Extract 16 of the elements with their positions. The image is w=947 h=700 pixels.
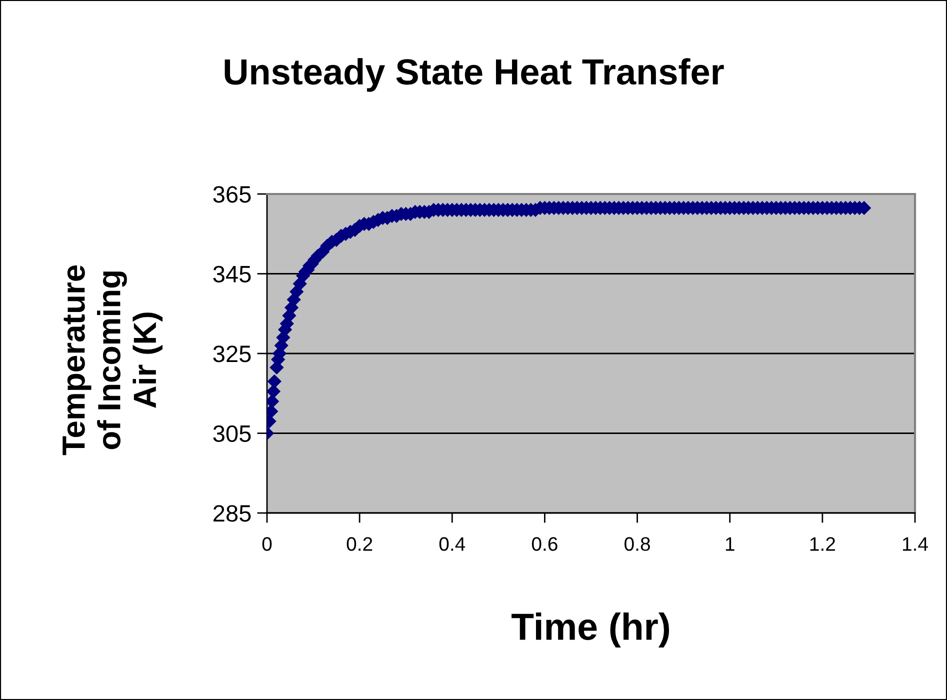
y-axis-title: Temperature of Incoming Air (K) — [62, 265, 163, 456]
x-tick-label: 1 — [726, 537, 734, 551]
x-tick-label: 1.2 — [810, 537, 835, 551]
chart-title: Unsteady State Heat Transfer — [224, 58, 724, 92]
y-tick-label: 365 — [213, 186, 251, 203]
y-tick-label: 345 — [213, 266, 251, 283]
x-tick-label: 1.4 — [902, 537, 928, 551]
x-tick-label: 0.4 — [439, 537, 466, 551]
y-tick-label: 305 — [213, 425, 251, 442]
y-tick-label: 285 — [214, 505, 251, 522]
x-tick-label: 0.6 — [532, 537, 558, 551]
x-axis-title: Time (hr) — [512, 612, 670, 648]
x-tick-label: 0.2 — [346, 537, 372, 551]
x-tick-label: 0 — [262, 537, 272, 551]
y-tick-label: 325 — [213, 346, 251, 362]
x-tick-label: 0.8 — [624, 537, 650, 551]
